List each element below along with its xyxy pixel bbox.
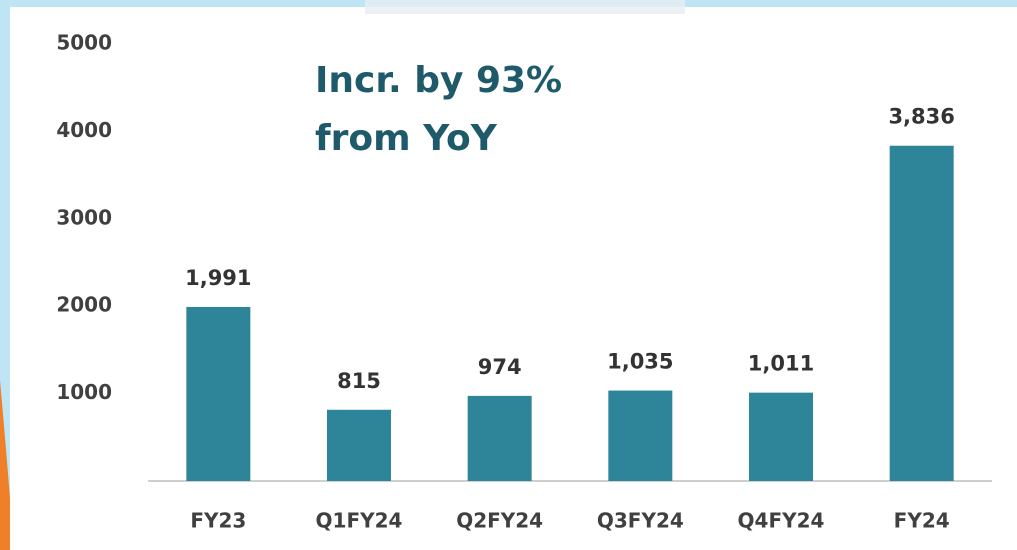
x-tick-label: FY24 — [894, 509, 950, 533]
annotation: Incr. by 93% — [315, 60, 562, 101]
bar — [327, 409, 391, 481]
annotation: from YoY — [315, 118, 498, 159]
value-label: 3,836 — [888, 105, 954, 129]
x-tick-label: FY23 — [190, 509, 246, 533]
value-label: 1,035 — [607, 350, 673, 374]
decor — [365, 0, 685, 14]
x-tick-label: Q4FY24 — [738, 509, 825, 533]
x-tick-label: Q2FY24 — [456, 509, 543, 533]
y-tick-label: 2000 — [56, 293, 112, 317]
bar — [186, 306, 251, 481]
value-label: 1,991 — [185, 266, 251, 290]
value-label: 974 — [478, 355, 522, 379]
bar — [608, 390, 673, 481]
bar — [889, 145, 954, 482]
y-tick-label: 3000 — [56, 205, 112, 229]
bar — [467, 395, 532, 481]
x-tick-label: Q3FY24 — [597, 509, 684, 533]
value-label: 815 — [337, 369, 381, 393]
bar — [749, 392, 813, 481]
value-label: 1,011 — [748, 352, 814, 376]
y-tick-label: 5000 — [56, 31, 112, 55]
y-tick-label: 1000 — [56, 380, 112, 404]
y-tick-label: 4000 — [56, 118, 112, 142]
x-tick-label: Q1FY24 — [316, 509, 403, 533]
